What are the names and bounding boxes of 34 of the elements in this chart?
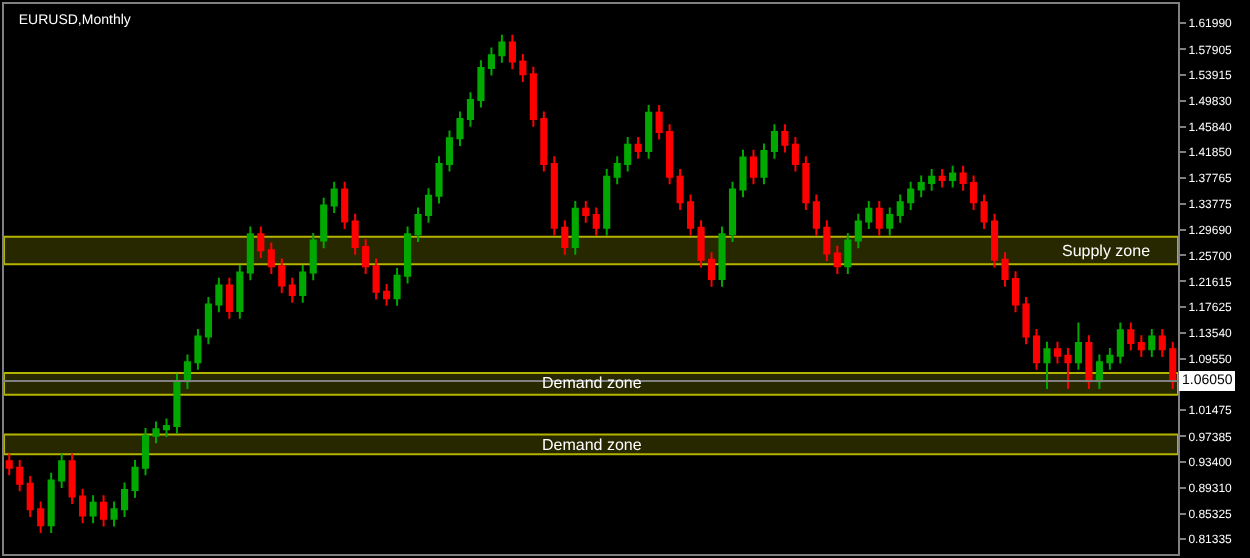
candlestick: [1074, 321, 1082, 371]
candlestick: [603, 168, 611, 237]
candlestick: [645, 104, 653, 160]
band-label: Supply zone: [1062, 242, 1152, 260]
candlestick: [1137, 334, 1145, 359]
candlestick: [571, 199, 579, 256]
candlestick: [330, 180, 338, 215]
candlestick: [634, 136, 642, 160]
candlestick: [1127, 321, 1135, 352]
candlestick: [341, 180, 349, 231]
candlestick: [288, 276, 296, 304]
candlestick: [844, 231, 852, 275]
candlestick: [582, 199, 590, 224]
candlestick: [299, 263, 307, 304]
candlestick: [949, 164, 957, 189]
candlestick: [592, 206, 600, 237]
candlestick: [938, 168, 946, 189]
candlestick: [1043, 340, 1051, 390]
candlestick: [257, 225, 265, 259]
candlestick: [875, 199, 883, 237]
candlestick: [100, 494, 108, 528]
candlestick: [225, 276, 233, 320]
candlestick: [89, 494, 97, 525]
candlestick: [1148, 327, 1156, 359]
candlestick: [1085, 334, 1093, 390]
band-label: Demand zone: [542, 436, 643, 454]
candlestick: [886, 206, 894, 237]
candlestick: [833, 244, 841, 275]
band-label: Demand zone: [542, 374, 643, 392]
candlestick: [246, 225, 254, 282]
candlestick: [1116, 321, 1124, 365]
candlestick: [749, 148, 758, 186]
candlestick: [781, 123, 789, 154]
candlestick: [236, 263, 244, 320]
